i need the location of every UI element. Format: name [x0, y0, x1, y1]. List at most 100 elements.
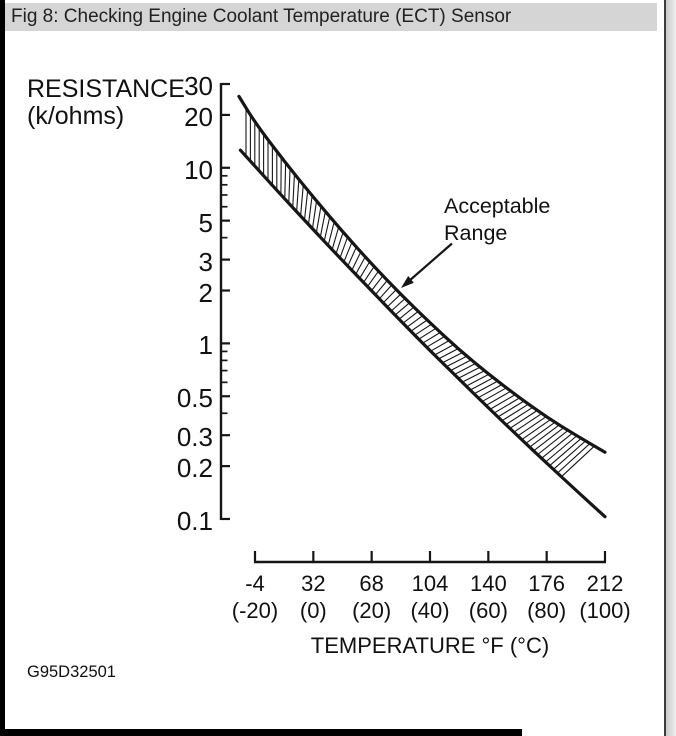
- y-axis-title-text: RESISTANCE: [27, 75, 185, 103]
- hatch-line: [545, 436, 577, 462]
- hatch-line: [323, 217, 331, 241]
- hatch-line: [403, 311, 418, 324]
- hatch-line: [474, 381, 498, 394]
- y-axis-tick-label: 10: [184, 154, 213, 185]
- y-axis-tick-label: 0.1: [176, 505, 213, 536]
- hatch-line: [300, 185, 304, 215]
- annotation-arrowhead: [401, 276, 414, 288]
- hatch-line: [490, 394, 515, 410]
- hatch-line: [446, 356, 467, 367]
- hatch-line: [561, 446, 594, 477]
- hatch-line: [284, 164, 287, 198]
- x-axis-title: TEMPERATURE °F (°C): [310, 633, 550, 658]
- hatch-line: [367, 271, 379, 287]
- hatch-line: [379, 285, 392, 299]
- hatch-line: [419, 328, 436, 340]
- hatch-line: [399, 307, 414, 320]
- x-axis-tick-label-f: 140: [469, 571, 507, 596]
- hatch-line: [415, 324, 432, 336]
- x-axis-tick-label-c: (0): [299, 598, 327, 623]
- hatch-line: [502, 404, 528, 421]
- hatch-line: [514, 413, 542, 433]
- figure-code: G95D32501: [27, 663, 116, 681]
- x-axis-tick-label-c: (40): [410, 598, 450, 623]
- hatch-line: [292, 174, 295, 207]
- hatch-line: [533, 427, 564, 451]
- hatch-line: [506, 407, 533, 425]
- hatch-line: [486, 391, 511, 406]
- y-axis-tick-label: 5: [198, 207, 213, 238]
- hatch-line: [375, 280, 388, 295]
- hatch-line: [343, 242, 353, 262]
- hatch-line: [359, 262, 370, 278]
- hatch-line: [557, 443, 590, 473]
- hatch-line: [549, 438, 581, 466]
- hatch-line: [458, 367, 480, 379]
- hatch-line: [541, 433, 572, 459]
- hatch-line: [522, 419, 550, 440]
- hatch-line: [423, 332, 440, 344]
- hatch-line: [335, 232, 344, 254]
- hatch-line: [327, 222, 335, 245]
- x-axis-tick-label-f: 32: [301, 571, 326, 596]
- y-axis-title: RESISTANCE (k/ohms): [27, 76, 185, 130]
- y-axis-tick-label: 0.2: [176, 453, 213, 484]
- x-axis-tick-label-f: -4: [245, 571, 265, 596]
- upper-limit-curve: [237, 94, 607, 454]
- hatch-line: [482, 387, 506, 402]
- hatch-line: [296, 180, 300, 211]
- x-axis-tick-label-c: (-20): [231, 598, 279, 623]
- hatch-line: [355, 257, 366, 274]
- hatch-line: [315, 207, 322, 232]
- hatch-line: [331, 227, 339, 249]
- hatch-line: [383, 289, 396, 303]
- hatch-line: [371, 276, 383, 291]
- annotation-line-2: Range: [444, 221, 508, 245]
- hatch-line: [510, 410, 537, 429]
- hatch-line: [339, 237, 348, 258]
- hatch-line: [312, 201, 317, 228]
- hatch-line: [427, 336, 445, 348]
- x-axis-tick-label-f: 212: [586, 571, 624, 596]
- hatch-line: [363, 266, 375, 283]
- hatch-line: [395, 302, 410, 316]
- hatch-line: [391, 298, 405, 311]
- hatch-line: [526, 422, 555, 444]
- annotation-line-1: Acceptable: [444, 194, 551, 218]
- hatch-line: [537, 430, 568, 455]
- hatch-line: [462, 370, 484, 383]
- x-axis-tick-label-f: 104: [411, 571, 449, 596]
- x-axis-tick-label-f: 176: [528, 571, 566, 596]
- hatch-line: [553, 441, 586, 470]
- hatch-line: [442, 352, 462, 363]
- acceptable-range-hatching: [245, 109, 594, 477]
- hatch-line: [431, 340, 449, 352]
- hatch-line: [498, 401, 524, 417]
- hatch-line: [288, 169, 291, 203]
- page-edge-right: [664, 0, 666, 736]
- page-edge-bottom: [0, 729, 522, 736]
- annotation-arrow-line: [408, 242, 453, 282]
- hatch-line: [494, 397, 520, 414]
- hatch-line: [435, 344, 454, 356]
- acceptable-range-annotation: Acceptable Range: [444, 193, 550, 247]
- hatch-line: [407, 315, 423, 328]
- y-axis-tick-label: 0.5: [176, 383, 213, 414]
- y-axis-units-text: (k/ohms): [27, 102, 125, 130]
- hatch-line: [454, 363, 476, 375]
- hatch-line: [308, 196, 313, 224]
- y-axis-tick-label: 0.3: [176, 422, 213, 453]
- hatch-line: [450, 359, 471, 371]
- hatch-line: [439, 348, 458, 359]
- y-axis-tick-label: 3: [198, 246, 213, 277]
- y-axis-tick-label: 2: [198, 277, 213, 308]
- hatch-line: [387, 294, 401, 307]
- hatch-line: [319, 212, 326, 237]
- y-axis-tick-label: 1: [198, 330, 213, 361]
- y-axis-tick-label: 20: [184, 101, 213, 132]
- y-axis-tick-label: 30: [184, 71, 213, 101]
- hatch-line: [351, 252, 361, 270]
- hatch-line: [518, 416, 546, 436]
- hatch-line: [478, 384, 502, 398]
